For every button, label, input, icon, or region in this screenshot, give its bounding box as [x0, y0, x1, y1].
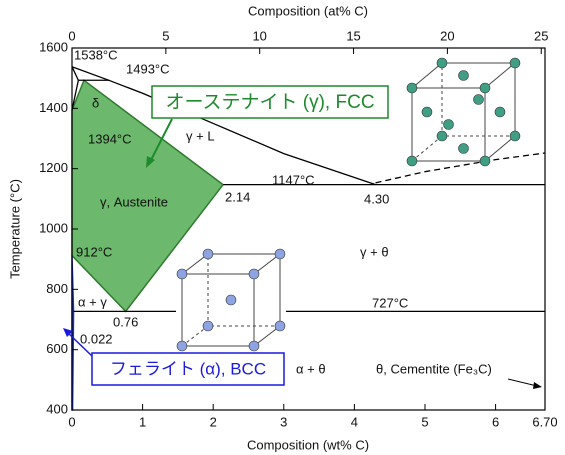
y-axis-title: Temperature (°C) — [7, 179, 22, 279]
atom — [203, 321, 213, 331]
atom — [275, 321, 285, 331]
atom — [474, 95, 484, 105]
atom — [249, 269, 259, 279]
y-tick-label: 400 — [46, 401, 68, 416]
annotation: δ — [92, 95, 99, 110]
x2-tick-label: 25 — [534, 28, 548, 43]
x-tick-label: 6 — [492, 414, 499, 429]
atom — [510, 131, 520, 141]
annotation: 1493°C — [126, 61, 170, 76]
fcc-cell — [407, 58, 520, 166]
x-tick-label: 0 — [68, 414, 75, 429]
x-tick-label: 6.70 — [532, 414, 557, 429]
callout: フェライト (α), BCC — [110, 359, 266, 378]
x-tick-label: 4 — [351, 414, 358, 429]
atom — [444, 120, 454, 130]
bcc-cell — [176, 248, 286, 352]
annotation: α + γ — [78, 294, 107, 309]
cell-edge — [412, 136, 442, 161]
annotation: 912°C — [76, 244, 112, 259]
atom — [510, 58, 520, 68]
atom — [275, 249, 285, 259]
x-tick-label: 1 — [139, 414, 146, 429]
arrow-head — [533, 382, 542, 389]
callout: オーステナイト (γ), FCC — [165, 92, 374, 113]
x2-tick-label: 5 — [162, 28, 169, 43]
cell-edge — [485, 136, 515, 161]
atom — [407, 83, 417, 93]
atom — [177, 269, 187, 279]
x2-tick-label: 15 — [346, 28, 360, 43]
y-tick-label: 600 — [46, 341, 68, 356]
atom — [480, 83, 490, 93]
y-tick-label: 1200 — [39, 160, 68, 175]
x2-tick-label: 0 — [68, 28, 75, 43]
annotation: 0.76 — [113, 314, 138, 329]
cell-edge — [412, 63, 442, 88]
x-tick-label: 5 — [421, 414, 428, 429]
x-tick-label: 2 — [210, 414, 217, 429]
atom — [459, 71, 469, 81]
atom — [422, 107, 432, 117]
callout-arrow — [508, 379, 537, 386]
atom — [480, 156, 490, 166]
x2-tick-label: 20 — [440, 28, 454, 43]
annotation: γ + θ — [360, 244, 389, 259]
cell-edge — [485, 63, 515, 88]
annotation: α + θ — [296, 361, 326, 376]
annotation: 1538°C — [74, 47, 118, 62]
atom — [495, 107, 505, 117]
atom — [226, 295, 236, 305]
y-tick-label: 1000 — [39, 220, 68, 235]
atom — [459, 144, 469, 154]
y-tick-label: 800 — [46, 281, 68, 296]
atom — [177, 341, 187, 351]
annotation: 1147°C — [272, 172, 315, 187]
annotation: θ, Cementite (Fe₃C) — [376, 361, 492, 376]
atom — [203, 249, 213, 259]
annotation: 727°C — [372, 295, 408, 310]
y-tick-label: 1400 — [39, 100, 68, 115]
atom — [407, 156, 417, 166]
atom — [437, 131, 447, 141]
x-tick-label: 3 — [280, 414, 287, 429]
region-label: γ, Austenite — [100, 194, 168, 209]
chart: Composition (at% C) Composition (wt% C) … — [0, 0, 565, 455]
x2-axis-title: Composition (at% C) — [248, 3, 368, 18]
x2-tick-label: 10 — [252, 28, 266, 43]
annotation: 1394°C — [88, 131, 132, 146]
atom — [437, 58, 447, 68]
annotation: 4.30 — [364, 191, 389, 206]
annotation: γ + L — [186, 128, 215, 143]
phase-boundary — [376, 153, 545, 183]
atom — [249, 341, 259, 351]
y-tick-label: 1600 — [39, 39, 68, 54]
annotation: 0.022 — [80, 331, 113, 346]
annotation: 2.14 — [225, 189, 250, 204]
x-axis-title: Composition (wt% C) — [247, 437, 369, 452]
